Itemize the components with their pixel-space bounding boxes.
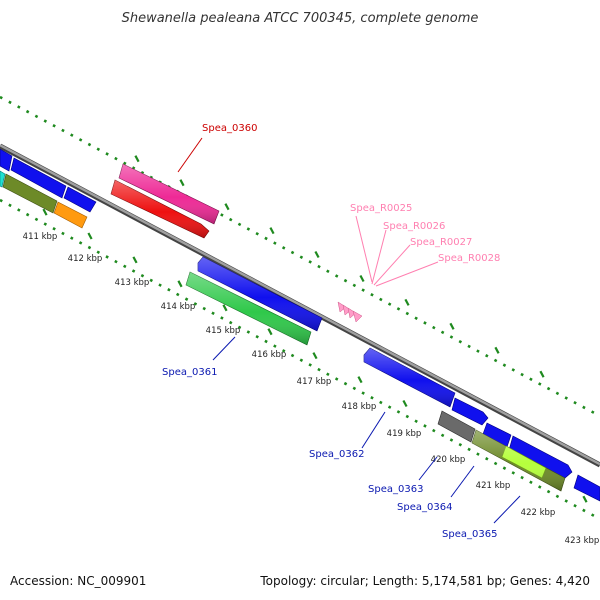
feature-track <box>0 148 600 502</box>
kbp-label: 418 kbp <box>342 402 377 412</box>
gene-feature-gray <box>437 410 476 443</box>
kbp-label: 417 kbp <box>297 377 332 387</box>
rna-feature-group <box>337 301 363 323</box>
gene-label-spea-0361: Spea_0361 <box>162 367 217 378</box>
inner-tick-ring <box>0 198 600 521</box>
gene-feature-olive <box>2 173 58 214</box>
gene-feature-blue <box>573 474 600 502</box>
gene-feature-orange <box>53 201 88 229</box>
gene-feature-blue <box>508 435 573 479</box>
gene-label-spea-r0027: Spea_R0027 <box>410 237 472 248</box>
leader-line <box>355 215 373 283</box>
rna-feature <box>342 304 352 316</box>
gene-feature-blue <box>10 157 67 199</box>
gene-label-spea-r0025: Spea_R0025 <box>350 203 412 214</box>
gene-feature-blue <box>451 397 489 426</box>
gene-label-spea-r0026: Spea_R0026 <box>383 221 445 232</box>
accession-text: Accession: NC_009901 <box>10 574 147 588</box>
gene-labels: Spea_0360 Spea_0361 Spea_0362 Spea_0363 … <box>162 123 500 540</box>
rna-feature <box>352 310 363 323</box>
leader-line <box>375 261 439 287</box>
kbp-label: 420 kbp <box>431 455 466 465</box>
gene-feature-blue <box>0 148 13 172</box>
kbp-label: 422 kbp <box>521 508 556 518</box>
leader-line <box>493 495 521 524</box>
genome-backbone-highlight <box>0 144 600 466</box>
kbp-label: 423 kbp <box>565 536 600 546</box>
leader-lines <box>177 137 521 524</box>
rna-feature <box>347 307 357 319</box>
gene-label-spea-r0028: Spea_R0028 <box>438 253 500 264</box>
leader-line <box>450 465 475 498</box>
gene-label-spea-0363: Spea_0363 <box>368 484 423 495</box>
leader-line <box>418 456 438 481</box>
leader-line <box>371 229 387 285</box>
gene-feature-cyan <box>0 170 6 188</box>
kbp-labels: 411 kbp 412 kbp 413 kbp 414 kbp 415 kbp … <box>23 232 600 546</box>
gene-label-spea-0365: Spea_0365 <box>442 529 497 540</box>
map-title: Shewanella pealeana ATCC 700345, complet… <box>122 11 479 26</box>
kbp-label: 414 kbp <box>161 302 196 312</box>
leader-line <box>177 137 203 173</box>
kbp-label: 411 kbp <box>23 232 58 242</box>
kbp-label: 421 kbp <box>476 481 511 491</box>
kbp-label: 412 kbp <box>68 254 103 264</box>
gene-label-spea-0362: Spea_0362 <box>309 449 364 460</box>
leader-line <box>212 336 236 361</box>
kbp-label: 416 kbp <box>252 350 287 360</box>
topology-text: Topology: circular; Length: 5,174,581 bp… <box>260 574 590 588</box>
kbp-label: 415 kbp <box>206 326 241 336</box>
feature-shading <box>111 164 565 491</box>
gene-label-spea-0364: Spea_0364 <box>397 502 452 513</box>
rna-feature <box>337 301 347 313</box>
leader-line <box>361 411 386 449</box>
kbp-label: 419 kbp <box>387 429 422 439</box>
gene-label-spea-0360: Spea_0360 <box>202 123 257 134</box>
kbp-label: 413 kbp <box>115 278 150 288</box>
leader-line <box>373 244 411 286</box>
outer-major-ticks <box>134 155 545 378</box>
gene-feature-blue <box>63 186 97 213</box>
